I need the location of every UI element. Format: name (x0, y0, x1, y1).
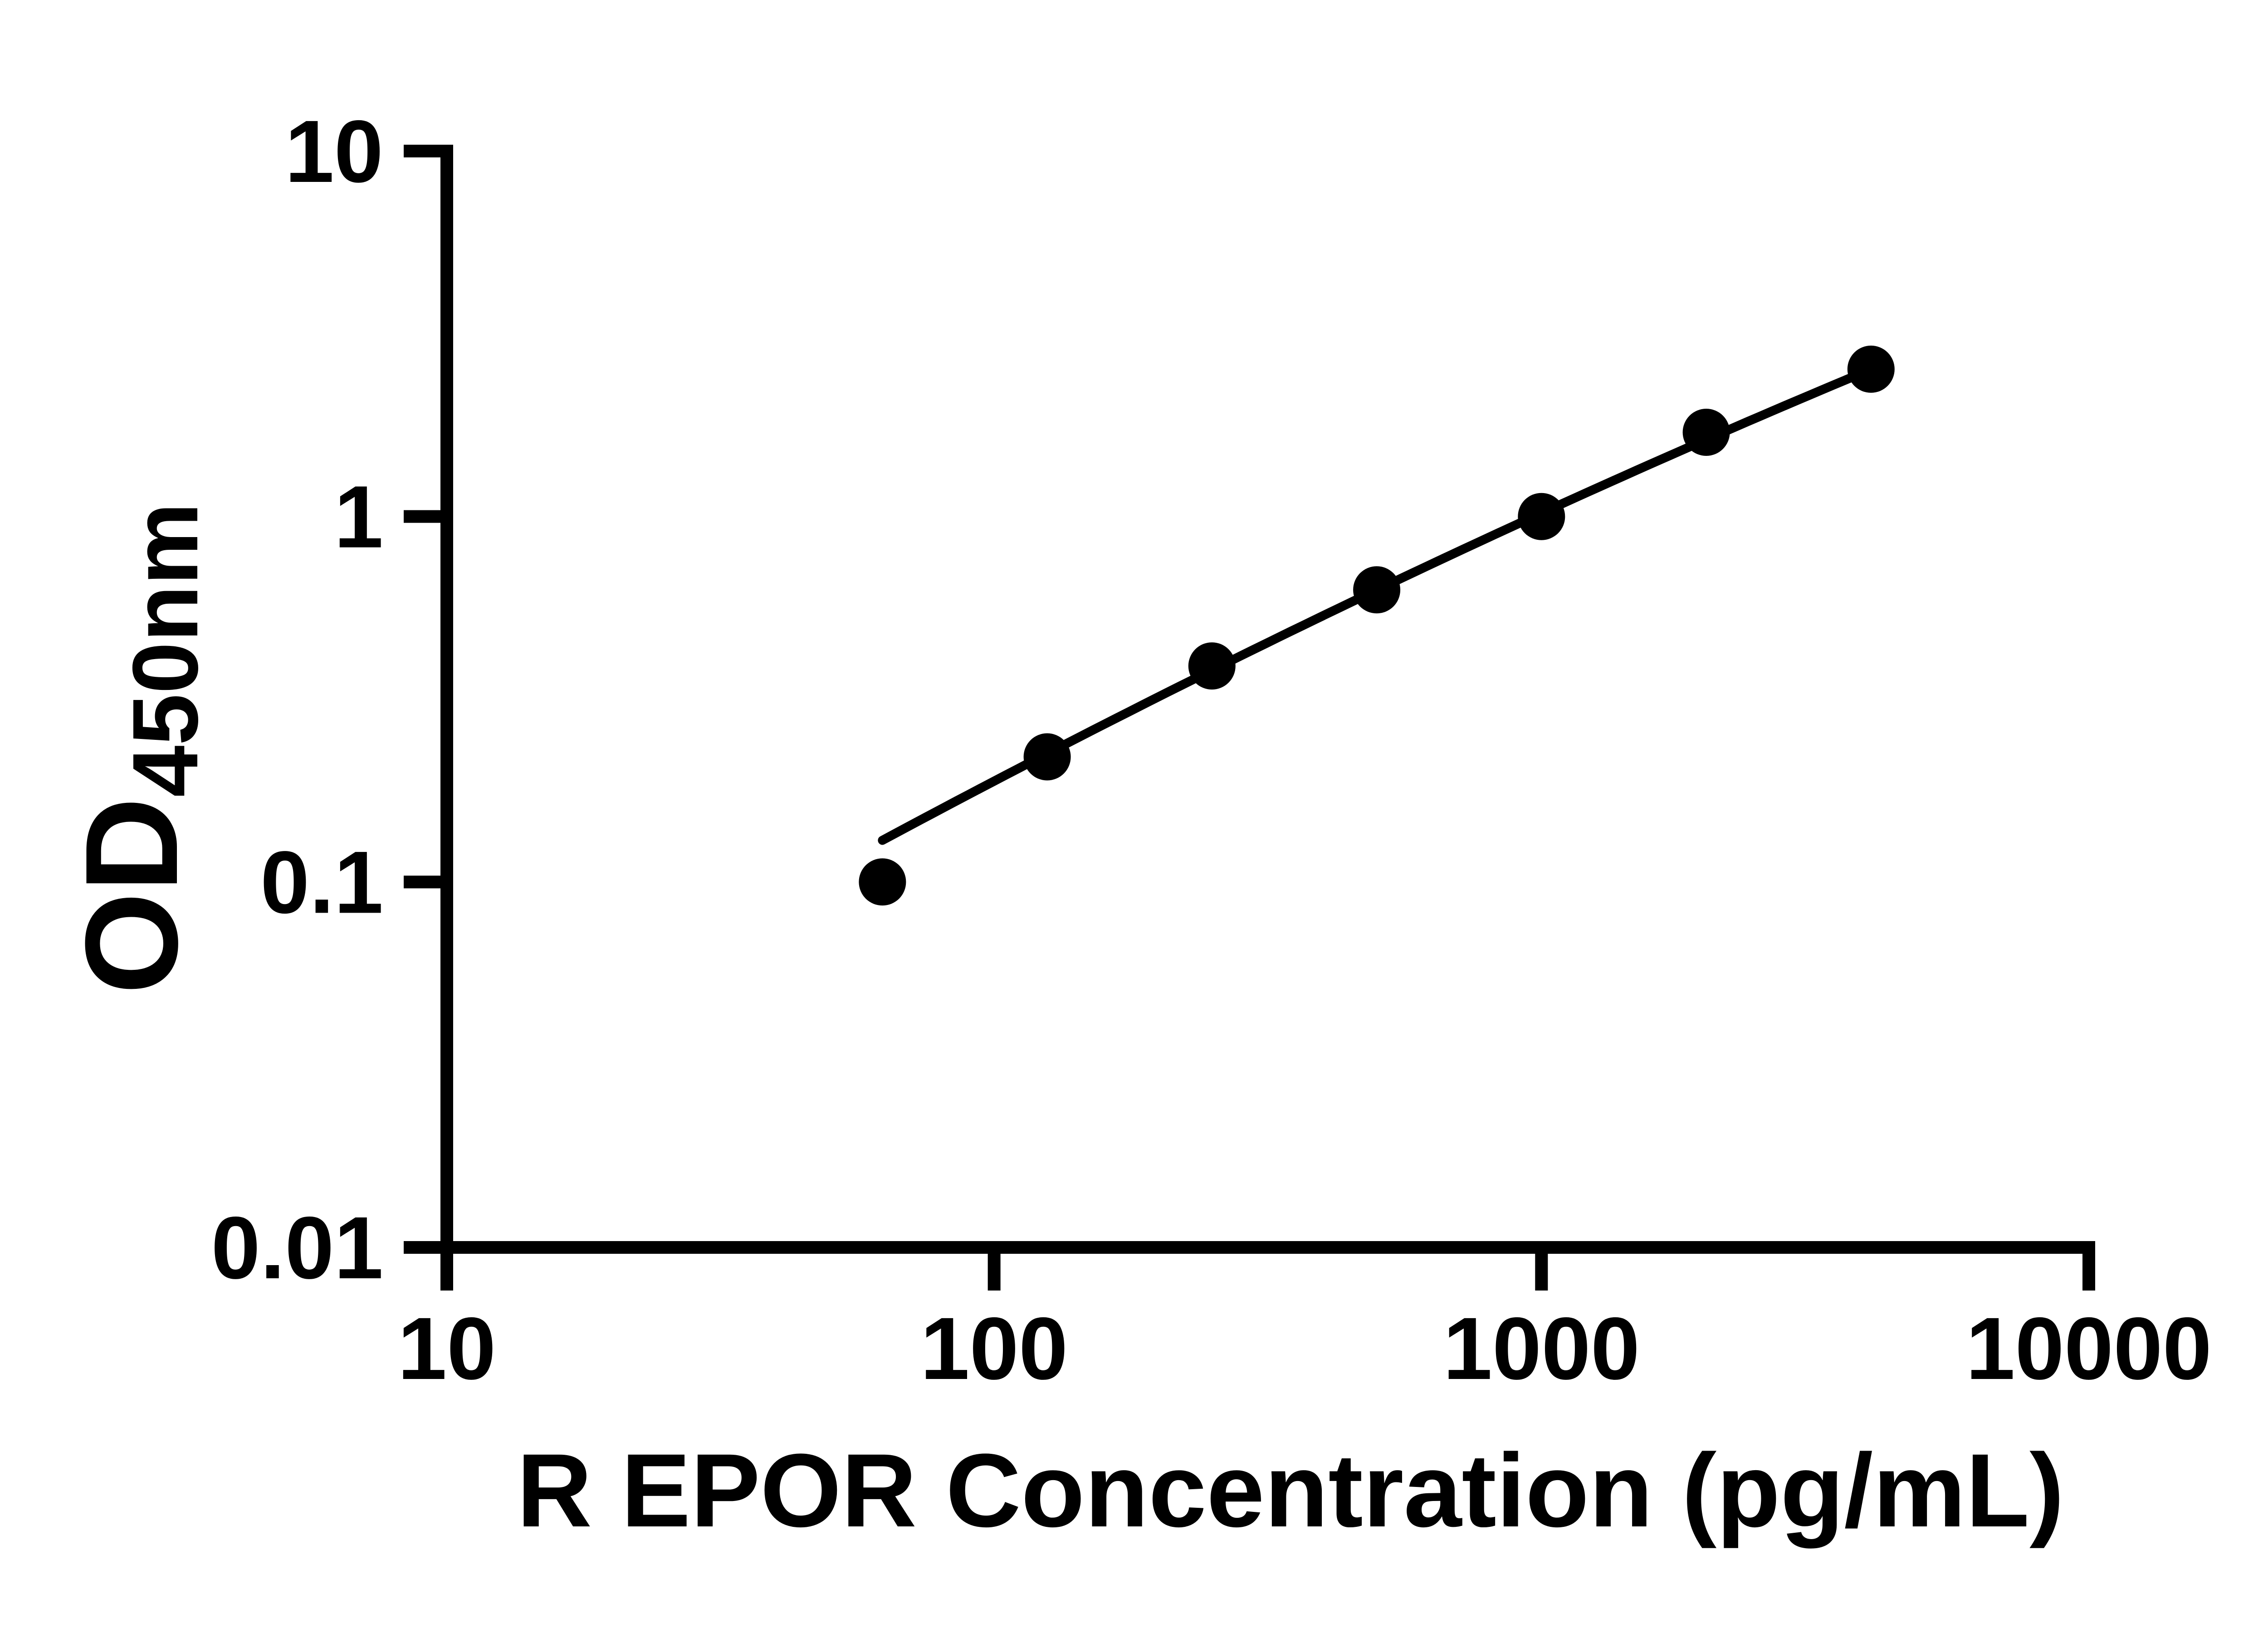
y-axis-title: OD450nm (58, 503, 217, 995)
x-tick-label: 1000 (1443, 1299, 1640, 1398)
x-axis-title: R EPOR Concentration (pg/mL) (517, 1432, 2064, 1549)
data-point (1023, 733, 1071, 781)
x-axis-ticks: 10 100 1000 10000 (398, 1247, 2212, 1398)
y-axis-title-main: OD (58, 797, 205, 994)
data-point (859, 858, 906, 906)
y-axis-ticks: 10 1 0.1 0.01 (211, 102, 447, 1297)
data-point (1188, 642, 1236, 690)
axes (440, 145, 2095, 1254)
x-tick-label: 10 (398, 1299, 496, 1398)
data-points-group (859, 345, 1895, 906)
x-tick-label: 100 (920, 1299, 1068, 1398)
y-tick-label: 1 (334, 468, 383, 567)
y-tick-label: 0.1 (260, 833, 383, 932)
data-point (1518, 493, 1565, 540)
y-tick-label: 0.01 (211, 1198, 383, 1297)
data-point (1682, 409, 1730, 456)
data-point (1353, 566, 1401, 614)
x-tick-label: 10000 (1966, 1299, 2212, 1398)
y-axis-title-sub: 450nm (113, 503, 217, 797)
data-point (1847, 345, 1895, 393)
y-tick-label: 10 (285, 102, 383, 201)
